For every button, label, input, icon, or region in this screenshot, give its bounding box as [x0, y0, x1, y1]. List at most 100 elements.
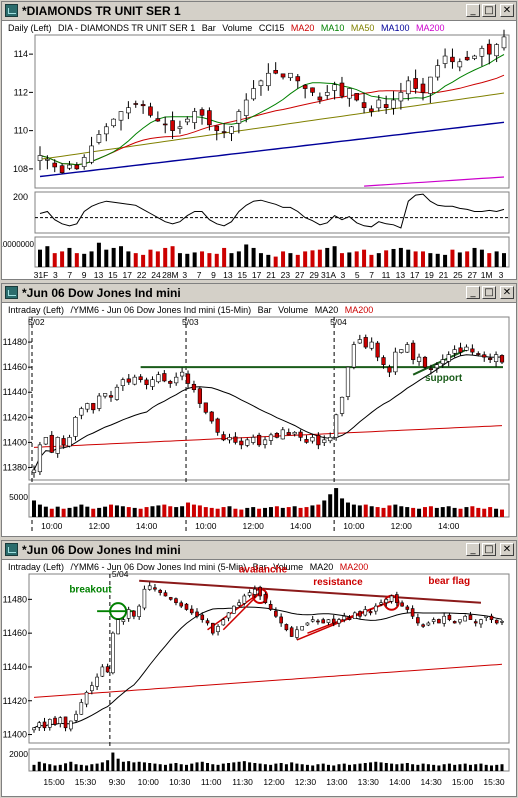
candle-body [273, 70, 278, 74]
volume-bar [215, 508, 220, 517]
x-tick-label: 27 [295, 270, 305, 280]
bear-flag-annotation: bear flag [428, 576, 470, 587]
candle-body [354, 93, 359, 101]
window-titlebar[interactable]: *Jun 06 Dow Jones Ind mini _ □ ✕ [2, 541, 516, 560]
candle-body [421, 624, 425, 627]
candle-body [442, 615, 446, 624]
chart-window-diamonds[interactable]: *DIAMONDS TR UNIT SER 1 _ □ ✕ Daily (Lef… [1, 1, 517, 280]
candle-body [416, 356, 422, 362]
candle-body [428, 368, 434, 370]
candle-body [236, 111, 242, 124]
candle-body [197, 388, 202, 404]
close-button[interactable]: ✕ [500, 286, 514, 299]
candle-body [132, 376, 137, 385]
candle-body [280, 429, 285, 440]
candle-body [476, 353, 481, 355]
candle-body [97, 395, 102, 409]
volume-bar [452, 507, 457, 517]
window-title: *Jun 06 Dow Jones Ind mini [22, 543, 181, 557]
volume-bar [148, 249, 153, 267]
candle-body [229, 126, 234, 134]
candle-body [494, 619, 499, 624]
candle-body [426, 622, 431, 626]
candle-body [103, 126, 109, 135]
candle-body [170, 120, 175, 131]
candle-body [67, 437, 72, 447]
candle-body [300, 626, 304, 631]
candle-body [280, 73, 286, 78]
volume-bar [268, 507, 273, 517]
volume-bar [304, 507, 309, 517]
legend-item-ma200: MA200 [416, 23, 445, 33]
candle-body [258, 80, 264, 86]
minimize-button[interactable]: _ [466, 543, 480, 556]
candle-body [200, 614, 205, 620]
volume-bar [479, 249, 484, 267]
volume-bar [411, 764, 415, 771]
legend-item-interval: Daily (Left) [8, 23, 52, 33]
x-tick-label: 9:30 [109, 777, 126, 787]
volume-bar [100, 762, 104, 771]
x-tick-label: 9 [211, 270, 216, 280]
volume-bar [184, 764, 188, 771]
price-tick-label: 11460 [3, 362, 27, 372]
candle-body [479, 619, 483, 625]
volume-bar [468, 764, 472, 771]
volume-bar [73, 506, 78, 517]
chart-window-5min[interactable]: *Jun 06 Dow Jones Ind mini _ □ ✕ Intrada… [1, 540, 517, 797]
intraday-15min-chart-plot[interactable]: 11480 11460 11440 11420 11400 11380 5/02 5/03 5/… [2, 284, 516, 537]
price-pane [28, 573, 510, 744]
volume-bar [55, 506, 60, 517]
candle-body [253, 588, 257, 595]
x-tick-label: 22 [137, 270, 147, 280]
candle-body [59, 165, 65, 173]
maximize-button[interactable]: □ [482, 4, 496, 17]
maximize-button[interactable]: □ [482, 543, 496, 556]
x-tick-label: 24 [151, 270, 161, 280]
volume-bar [229, 253, 234, 267]
candle-body [405, 80, 411, 95]
candle-body [389, 595, 394, 602]
volume-bar [405, 763, 409, 771]
volume-bar [90, 764, 94, 771]
x-tick-label: 3 [499, 270, 504, 280]
candle-body [52, 162, 58, 168]
maximize-button[interactable]: □ [482, 286, 496, 299]
x-tick-label: 10:00 [41, 521, 63, 531]
chart-window-15min[interactable]: *Jun 06 Dow Jones Ind mini _ □ ✕ Intrada… [1, 283, 517, 537]
candle-body [74, 713, 78, 721]
volume-bar [357, 505, 362, 517]
minimize-button[interactable]: _ [466, 4, 480, 17]
volume-bar [447, 763, 451, 771]
x-tick-label: 17 [410, 270, 420, 280]
volume-bar [141, 254, 146, 267]
volume-bar [288, 253, 293, 267]
legend-item-bar: Bar [201, 23, 216, 33]
candle-body [91, 403, 96, 411]
candle-body [383, 104, 389, 108]
candle-body [332, 84, 337, 91]
close-button[interactable]: ✕ [500, 4, 514, 17]
volume-bar [179, 764, 183, 771]
candle-body [284, 624, 289, 631]
window-titlebar[interactable]: *DIAMONDS TR UNIT SER 1 _ □ ✕ [2, 2, 516, 21]
candle-body [479, 48, 485, 57]
volume-bar [111, 752, 115, 771]
candle-body [395, 594, 399, 604]
volume-bar [258, 763, 262, 771]
close-button[interactable]: ✕ [500, 543, 514, 556]
window-titlebar[interactable]: *Jun 06 Dow Jones Ind mini _ □ ✕ [2, 284, 516, 303]
volume-bar [132, 507, 137, 517]
volume-bar [317, 249, 322, 267]
candle-body [55, 437, 60, 454]
candle-body [489, 615, 494, 620]
daily-chart-plot[interactable]: 1141121101082001000000031F37913151722242… [2, 2, 516, 280]
candle-body [100, 666, 105, 677]
volume-bar [214, 253, 219, 267]
minimize-button[interactable]: _ [466, 286, 480, 299]
volume-bar [153, 763, 157, 771]
volume-bar [280, 507, 285, 517]
candle-body [352, 612, 357, 619]
candle-body [393, 351, 398, 373]
